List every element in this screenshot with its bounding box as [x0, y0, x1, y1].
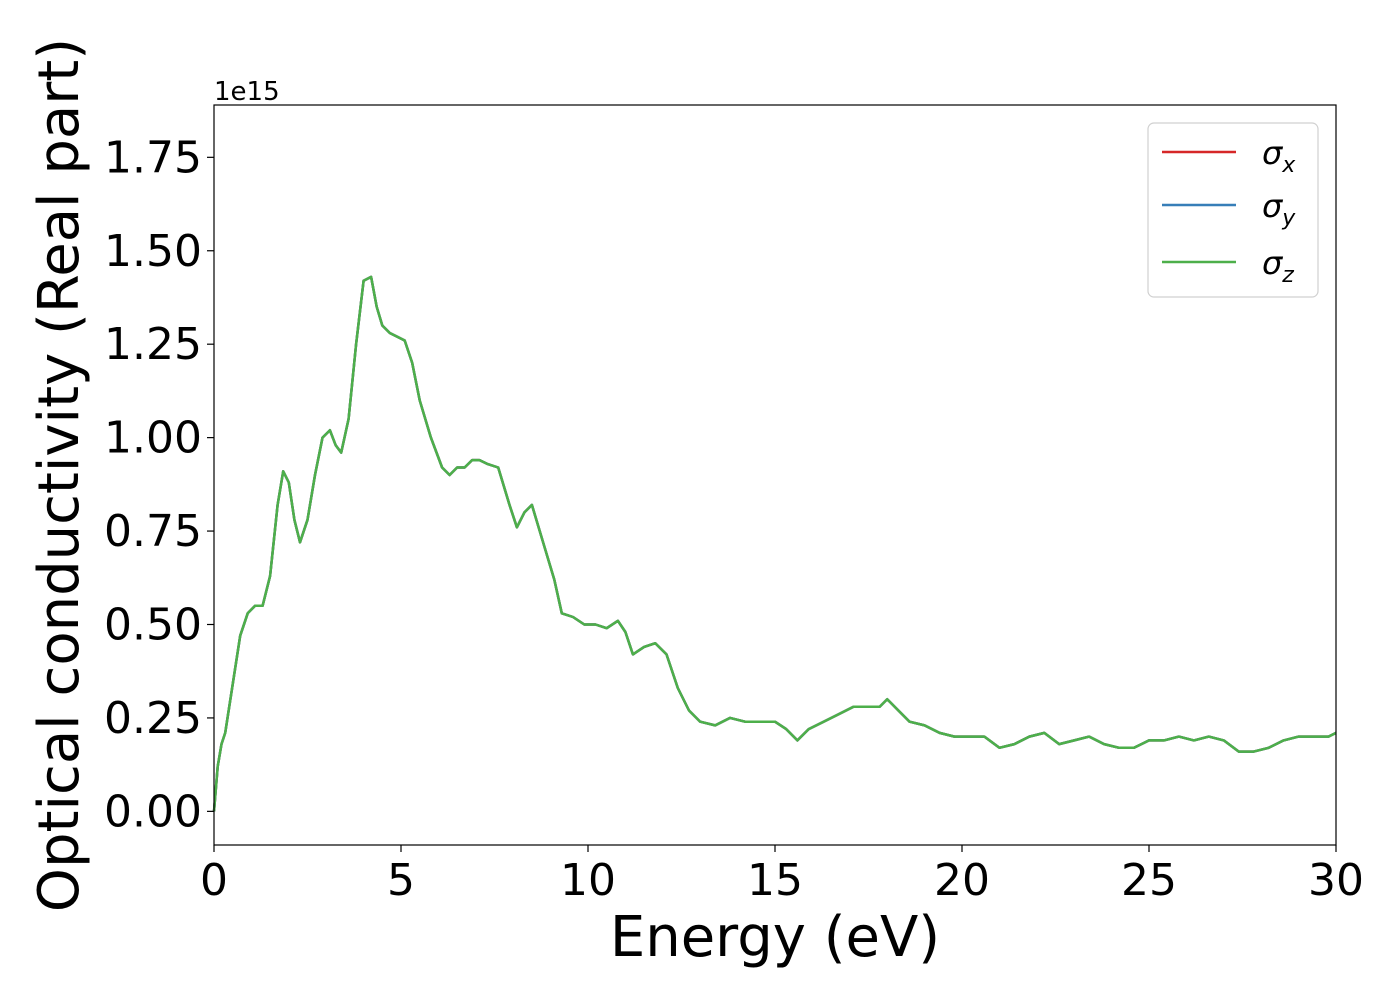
- legend-label-sigma-y: σy: [1262, 187, 1296, 231]
- x-tick-label: 25: [1121, 855, 1177, 906]
- legend-box: [1147, 122, 1319, 298]
- x-tick-label: 5: [387, 855, 415, 906]
- series-line-sigma-x: [212, 275, 1337, 812]
- y-tick-label: 1.25: [104, 319, 202, 370]
- x-axis-title: Energy (eV): [610, 905, 940, 970]
- series-line-sigma-y: [212, 275, 1337, 812]
- x-tick-label: 15: [747, 855, 803, 906]
- legend-label-sigma-x: σx: [1262, 134, 1296, 178]
- y-tick-label: 0.00: [104, 786, 202, 837]
- legend: σx σy σz: [1147, 122, 1319, 298]
- y-tick-label: 0.50: [104, 599, 202, 650]
- y-offset-label: 1e15: [214, 77, 280, 107]
- y-tick-label: 0.75: [104, 506, 202, 557]
- x-axis: 0 5 10 15 20 25 30: [200, 845, 1364, 906]
- series-line-sigma-z: [212, 275, 1337, 812]
- y-tick-label: 1.50: [104, 226, 202, 277]
- y-tick-label: 0.25: [104, 693, 202, 744]
- legend-label-sigma-z: σz: [1262, 244, 1294, 288]
- y-axis: 0.00 0.25 0.50 0.75 1.00 1.25 1.50 1.75: [104, 132, 214, 837]
- x-tick-label: 30: [1308, 855, 1364, 906]
- x-tick-label: 20: [934, 855, 990, 906]
- y-axis-title: Optical conductivity (Real part): [27, 38, 92, 912]
- x-tick-label: 10: [560, 855, 616, 906]
- x-tick-label: 0: [200, 855, 228, 906]
- y-tick-label: 1.75: [104, 132, 202, 183]
- y-tick-label: 1.00: [104, 413, 202, 464]
- series-layer: [212, 275, 1337, 812]
